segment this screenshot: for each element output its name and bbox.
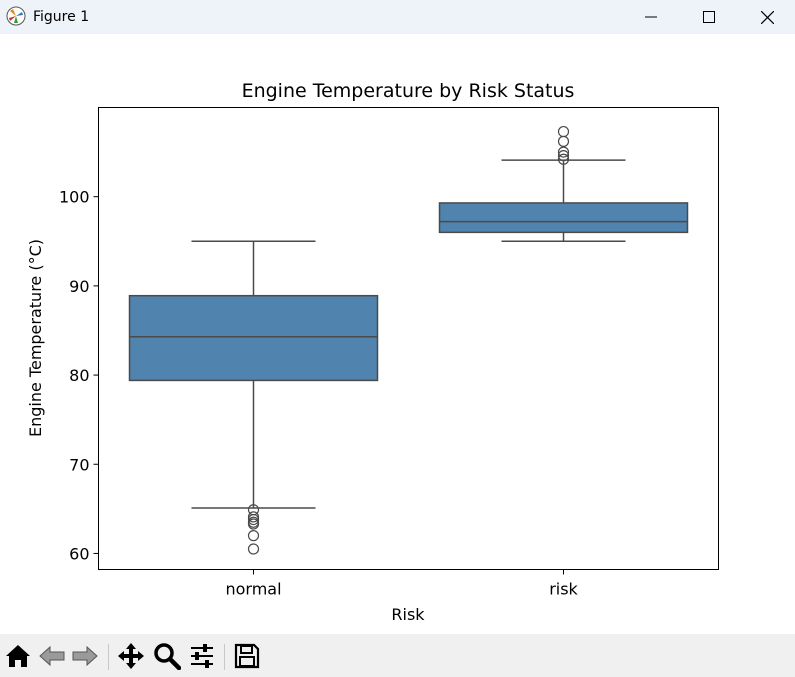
- y-axis: 60 70 80 90 100: [59, 188, 99, 563]
- pan-button[interactable]: [116, 641, 146, 671]
- outlier-point: [557, 153, 570, 165]
- configure-subplots-icon: [191, 644, 213, 668]
- outlier-point: [557, 135, 570, 147]
- y-axis-label: Engine Temperature (°C): [26, 239, 45, 437]
- zoom-icon: [154, 643, 181, 670]
- zoom-button[interactable]: [152, 641, 182, 671]
- figure-canvas[interactable]: Engine Temperature by Risk Status 60 70 80…: [0, 34, 795, 634]
- iqr-box: [438, 202, 689, 234]
- outlier-point: [247, 513, 260, 526]
- y-tick-label: 100: [59, 188, 90, 207]
- x-axis-label: Risk: [391, 605, 425, 624]
- toolbar-separator: [224, 644, 225, 670]
- x-tick-label: normal: [225, 580, 281, 599]
- outlier-point: [247, 543, 260, 555]
- back-button[interactable]: [37, 641, 67, 671]
- matplotlib-icon: [6, 6, 26, 26]
- box-group-normal: [128, 240, 379, 555]
- x-tick-label: risk: [549, 580, 578, 599]
- minimize-icon: [645, 16, 657, 18]
- iqr-box: [128, 294, 379, 382]
- box-plot-chart: Engine Temperature by Risk Status 60 70 80…: [26, 80, 719, 624]
- outlier-point: [557, 146, 570, 158]
- y-tick-label: 70: [69, 455, 89, 474]
- chart-title: Engine Temperature by Risk Status: [242, 80, 575, 102]
- forward-arrow-icon: [72, 645, 98, 667]
- close-button[interactable]: [738, 0, 795, 34]
- close-icon: [760, 10, 774, 24]
- chart-marks: [128, 125, 689, 555]
- x-axis: normal risk: [225, 569, 579, 599]
- outlier-point: [247, 530, 260, 542]
- toolbar-separator: [108, 644, 109, 670]
- save-icon: [234, 643, 260, 669]
- home-button[interactable]: [3, 641, 33, 671]
- maximize-button[interactable]: [680, 0, 738, 34]
- pan-icon: [118, 643, 144, 669]
- window-titlebar: Figure 1: [0, 0, 795, 34]
- navigation-toolbar: [0, 634, 795, 677]
- minimize-button[interactable]: [622, 0, 680, 34]
- outlier-point: [557, 125, 570, 138]
- configure-subplots-button[interactable]: [187, 641, 217, 671]
- y-tick-label: 80: [69, 366, 89, 385]
- back-arrow-icon: [39, 645, 65, 667]
- axes-frame: [98, 107, 719, 570]
- maximize-icon: [703, 11, 715, 23]
- outlier-point: [247, 511, 260, 523]
- home-icon: [6, 645, 30, 667]
- save-button[interactable]: [232, 641, 262, 671]
- box-group-risk: [438, 125, 689, 243]
- forward-button[interactable]: [70, 641, 100, 671]
- window-title: Figure 1: [33, 9, 90, 25]
- y-tick-label: 90: [69, 277, 89, 296]
- outlier-point: [247, 518, 260, 530]
- outlier-point: [557, 150, 570, 162]
- y-tick-label: 60: [69, 544, 89, 563]
